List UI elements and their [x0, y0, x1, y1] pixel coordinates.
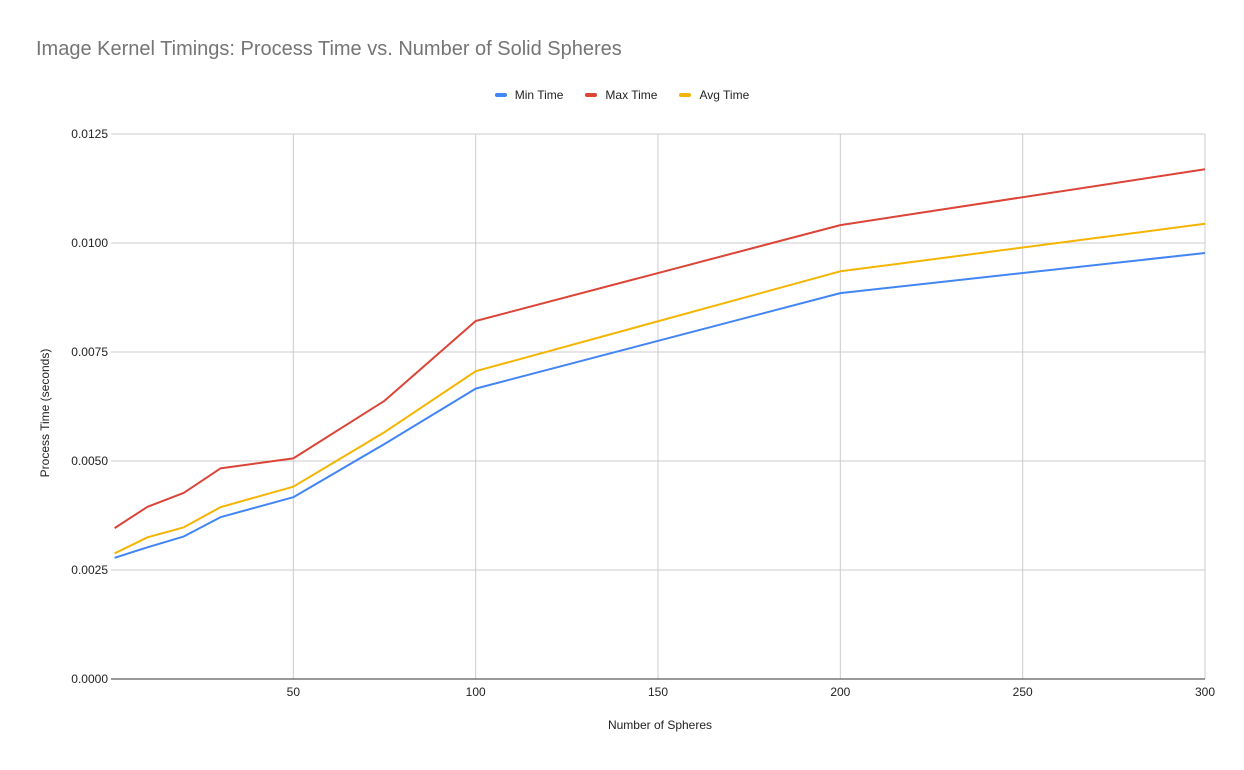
legend-swatch-avg	[679, 93, 692, 97]
y-tick-label: 0.0025	[71, 563, 108, 577]
x-tick-label: 50	[287, 685, 301, 699]
legend-label-max: Max Time	[605, 88, 658, 102]
x-tick-label: 300	[1195, 685, 1215, 699]
legend-label-avg: Avg Time	[699, 88, 750, 102]
series-line-min-time	[114, 252, 1206, 559]
y-tick-label: 0.0075	[71, 345, 108, 359]
x-tick-label: 150	[648, 685, 668, 699]
y-tick-label: 0.0000	[71, 672, 108, 686]
y-tick-label: 0.0100	[71, 236, 108, 250]
x-tick-label: 100	[466, 685, 486, 699]
y-axis-title: Process Time (seconds)	[38, 348, 52, 478]
chart-title: Image Kernel Timings: Process Time vs. N…	[36, 38, 622, 60]
legend-swatch-max	[585, 93, 598, 97]
series-line-max-time	[114, 168, 1206, 529]
legend-item-max[interactable]: Max Time	[585, 88, 657, 102]
legend-item-avg[interactable]: Avg Time	[679, 88, 749, 102]
x-tick-label: 200	[830, 685, 850, 699]
legend-item-min[interactable]: Min Time	[494, 88, 564, 102]
x-axis-title: Number of Spheres	[607, 718, 713, 732]
legend-label-min: Min Time	[514, 88, 564, 102]
x-tick-label: 250	[1013, 685, 1033, 699]
y-tick-label: 0.0050	[71, 454, 108, 468]
y-tick-label: 0.0125	[71, 127, 108, 141]
legend-swatch-min	[494, 93, 507, 97]
legend: Min Time Max Time Avg Time	[0, 88, 1244, 102]
series-line-avg-time	[114, 222, 1206, 555]
